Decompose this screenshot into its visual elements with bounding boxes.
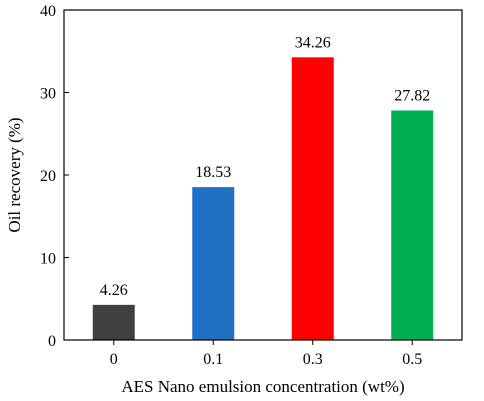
data-labels-group: 4.26 18.53 34.26 27.82 <box>100 34 431 299</box>
x-tick-label-0.5: 0.5 <box>402 351 422 368</box>
bar-0.5 <box>391 110 434 340</box>
y-tick-label-40: 40 <box>40 3 56 20</box>
x-tick-label-0.3: 0.3 <box>303 351 323 368</box>
ticks-group: 0 0.1 0.3 0.5 0 10 20 30 40 <box>40 3 422 368</box>
y-tick-label-0: 0 <box>48 333 56 350</box>
data-label-0.1: 18.53 <box>195 164 231 181</box>
data-label-0.5: 27.82 <box>394 87 430 104</box>
y-tick-label-30: 30 <box>40 86 56 103</box>
data-label-0: 4.26 <box>100 282 128 299</box>
x-axis-title: AES Nano emulsion concentration (wt%) <box>121 377 404 396</box>
bar-0.3 <box>291 57 334 340</box>
x-tick-label-0.1: 0.1 <box>203 351 223 368</box>
y-tick-label-20: 20 <box>40 168 56 185</box>
bar-0 <box>92 304 135 340</box>
data-label-0.3: 34.26 <box>295 34 331 51</box>
x-tick-label-0: 0 <box>110 351 118 368</box>
y-tick-label-10: 10 <box>40 251 56 268</box>
bar-0.1 <box>192 187 235 340</box>
bars-group <box>92 57 434 340</box>
y-axis-title: Oil recovery (%) <box>5 117 24 232</box>
